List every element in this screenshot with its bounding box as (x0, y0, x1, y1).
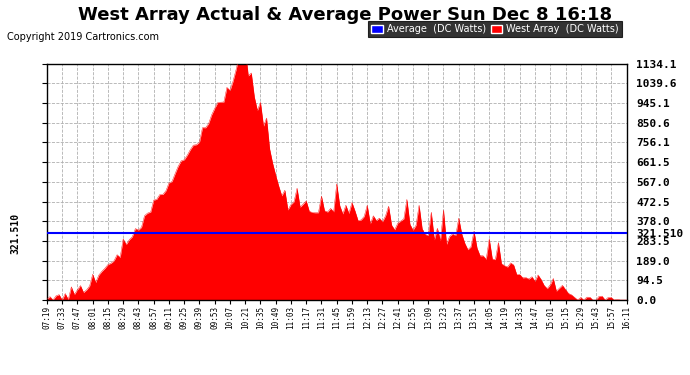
Text: West Array Actual & Average Power Sun Dec 8 16:18: West Array Actual & Average Power Sun De… (78, 6, 612, 24)
Text: Copyright 2019 Cartronics.com: Copyright 2019 Cartronics.com (7, 32, 159, 42)
Legend: Average  (DC Watts), West Array  (DC Watts): Average (DC Watts), West Array (DC Watts… (368, 21, 622, 37)
Text: 321.510: 321.510 (11, 213, 21, 254)
